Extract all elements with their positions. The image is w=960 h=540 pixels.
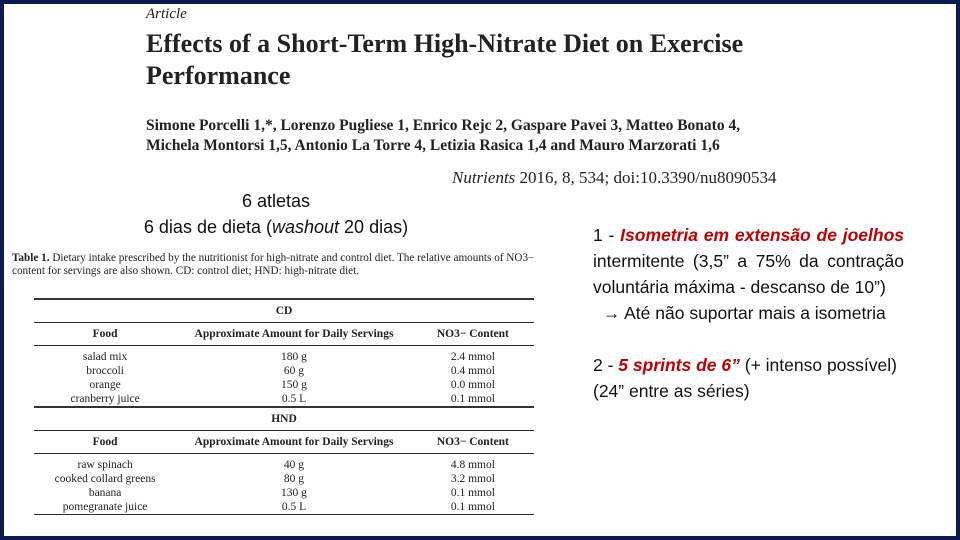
table-cell: raw spinach bbox=[77, 459, 133, 471]
table-caption-text: Dietary intake prescribed by the nutriti… bbox=[12, 252, 535, 277]
column-header: Food bbox=[34, 322, 177, 346]
protocol-item-1-followup-text: Até não suportar mais a isometria bbox=[620, 303, 886, 323]
column-header: Approximate Amount for Daily Servings bbox=[176, 322, 412, 346]
table-column-header-row: Food Approximate Amount for Daily Serving… bbox=[34, 430, 534, 454]
summary-athletes: 6 atletas bbox=[241, 191, 311, 211]
protocol-item-2-rest: (+ intenso possível) bbox=[739, 355, 897, 375]
group-name: CD bbox=[34, 298, 534, 323]
summary-diet-post: 20 dias) bbox=[339, 217, 409, 237]
citation-journal: Nutrients bbox=[452, 168, 516, 187]
article-tag: Article bbox=[146, 6, 187, 22]
summary-washout: washout bbox=[272, 217, 340, 237]
table-group-header: CD bbox=[34, 298, 534, 323]
protocol-item-1-rest: intermitente (3,5” a 75% da contração vo… bbox=[593, 251, 904, 297]
table-cell: 4.8 mmol bbox=[450, 459, 495, 471]
table-cell: cooked collard greens bbox=[54, 473, 156, 485]
protocol-item-1-prefix: 1 - bbox=[593, 225, 621, 245]
protocol-item-1-highlight: Isometria em extensão de joelhos bbox=[620, 225, 904, 245]
table-cell: 0.1 mmol bbox=[411, 500, 534, 515]
authors-line-2: Michela Montorsi 1,5, Antonio La Torre 4… bbox=[146, 137, 720, 154]
table-row: cranberry juice 0.5 L 0.1 mmol bbox=[34, 392, 534, 408]
citation: Nutrients 2016, 8, 534; doi:10.3390/nu80… bbox=[452, 168, 776, 188]
table-cell: cranberry juice bbox=[34, 392, 177, 408]
table-cell: 0.5 L bbox=[176, 392, 412, 408]
table-cell: 0.1 mmol bbox=[411, 392, 534, 408]
column-header: Food bbox=[34, 430, 177, 454]
column-header: NO3− Content bbox=[411, 322, 534, 346]
protocol-item-2: 2 - 5 sprints de 6” (+ intenso possível) bbox=[593, 352, 904, 378]
table-row: orange 150 g 0.0 mmol bbox=[34, 378, 534, 392]
protocol-item-2-highlight: 5 sprints de 6” bbox=[618, 355, 740, 375]
diet-table: CD Food Approximate Amount for Daily Servi… bbox=[34, 298, 534, 515]
table-cell: pomegranate juice bbox=[34, 500, 177, 515]
table-row: salad mix 180 g 2.4 mmol bbox=[34, 346, 534, 365]
table-row: cooked collard greens 80 g 3.2 mmol bbox=[34, 472, 534, 486]
table-cell: 40 g bbox=[283, 459, 305, 471]
table-caption: Table 1. Dietary intake prescribed by th… bbox=[12, 252, 552, 278]
column-header: Approximate Amount for Daily Servings bbox=[176, 430, 412, 454]
table-cell: broccoli bbox=[86, 365, 124, 377]
protocol-text: 1 - Isometria em extensão de joelhos int… bbox=[593, 222, 904, 404]
table-caption-label: Table 1. bbox=[12, 252, 50, 264]
table-cell: 150 g bbox=[281, 379, 307, 391]
table-row: raw spinach 40 g 4.8 mmol bbox=[34, 454, 534, 473]
table-cell: 0.1 mmol bbox=[450, 487, 495, 499]
table-cell: 0.0 mmol bbox=[450, 379, 495, 391]
table-cell: 60 g bbox=[283, 365, 305, 377]
group-name: HND bbox=[34, 406, 534, 431]
arrow-right-icon: → bbox=[602, 303, 621, 323]
table-row: pomegranate juice 0.5 L 0.1 mmol bbox=[34, 500, 534, 515]
table-column-header-row: Food Approximate Amount for Daily Serving… bbox=[34, 322, 534, 346]
table-cell: 3.2 mmol bbox=[450, 473, 495, 485]
table-row: broccoli 60 g 0.4 mmol bbox=[34, 364, 534, 378]
author-list: Simone Porcelli 1,*, Lorenzo Pugliese 1,… bbox=[146, 116, 846, 156]
table-group-header: HND bbox=[34, 406, 534, 431]
protocol-item-1-followup: → Até não suportar mais a isometria bbox=[593, 300, 904, 326]
study-summary: 6 atletas 6 dias de dieta (washout 20 di… bbox=[96, 188, 456, 240]
summary-diet-days: 6 dias de dieta (washout 20 dias) bbox=[96, 214, 456, 240]
protocol-item-2-prefix: 2 - bbox=[593, 355, 619, 375]
protocol-item-1: 1 - Isometria em extensão de joelhos int… bbox=[593, 222, 904, 300]
authors-line-1: Simone Porcelli 1,*, Lorenzo Pugliese 1,… bbox=[146, 117, 741, 134]
table-row: banana 130 g 0.1 mmol bbox=[34, 486, 534, 500]
table-cell: salad mix bbox=[82, 351, 128, 363]
table-cell: 180 g bbox=[281, 351, 307, 363]
citation-details: 2016, 8, 534; doi:10.3390/nu8090534 bbox=[515, 168, 777, 187]
table-cell: banana bbox=[88, 487, 122, 499]
table-cell: 0.5 L bbox=[176, 500, 412, 515]
table-cell: 130 g bbox=[281, 487, 307, 499]
table-cell: 80 g bbox=[283, 473, 305, 485]
table-cell: 0.4 mmol bbox=[450, 365, 495, 377]
protocol-item-2-interval: (24” entre as séries) bbox=[593, 381, 750, 401]
table-cell: orange bbox=[89, 379, 121, 391]
table-cell: 2.4 mmol bbox=[450, 351, 495, 363]
summary-diet-pre: 6 dias de dieta ( bbox=[143, 217, 272, 237]
paper-title: Effects of a Short-Term High-Nitrate Die… bbox=[146, 29, 744, 90]
column-header: NO3− Content bbox=[411, 430, 534, 454]
